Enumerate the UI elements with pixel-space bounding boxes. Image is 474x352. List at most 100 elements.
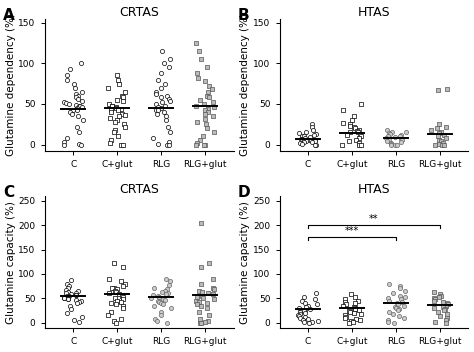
Point [307, 306, 314, 312]
Point [165, 142, 173, 147]
Point [67, 277, 75, 283]
Point [121, 281, 129, 287]
Point [115, 133, 122, 139]
Point [119, 264, 127, 269]
Point [160, 61, 167, 66]
Point [201, 319, 209, 325]
Point [431, 296, 438, 302]
Point [209, 285, 216, 290]
Point [75, 299, 82, 304]
Point [296, 315, 304, 321]
Point [204, 106, 212, 112]
Point [73, 91, 80, 97]
Point [351, 294, 359, 300]
Point [152, 107, 160, 112]
Point [383, 127, 391, 133]
Point [310, 132, 318, 138]
Point [301, 135, 309, 141]
Point [301, 133, 308, 139]
Point [346, 138, 353, 144]
Point [110, 260, 118, 266]
Point [296, 311, 303, 316]
Point [205, 95, 213, 100]
Point [385, 138, 393, 143]
Point [342, 315, 349, 321]
Point [197, 320, 205, 325]
Point [311, 137, 319, 143]
Point [166, 98, 173, 103]
Point [72, 106, 80, 112]
Point [105, 290, 113, 296]
Point [203, 93, 210, 99]
Point [192, 142, 200, 147]
Point [107, 309, 115, 315]
Point [117, 316, 125, 321]
Point [66, 66, 73, 72]
Point [392, 305, 400, 311]
Point [62, 294, 70, 300]
Point [160, 109, 168, 115]
Point [209, 276, 217, 282]
Point [303, 138, 311, 143]
Point [440, 308, 447, 313]
Point [161, 288, 168, 294]
Point [209, 100, 217, 105]
Text: D: D [238, 186, 251, 200]
Point [443, 300, 450, 306]
Point [157, 105, 165, 111]
Point [117, 142, 125, 147]
Point [339, 303, 346, 308]
Point [74, 288, 82, 294]
Point [71, 81, 78, 86]
Point [356, 142, 363, 147]
Point [157, 300, 164, 306]
Point [77, 103, 84, 109]
Point [73, 292, 80, 298]
Point [204, 64, 211, 70]
Point [358, 133, 365, 139]
Point [110, 285, 118, 290]
Point [64, 296, 72, 302]
Point [152, 91, 160, 97]
Point [354, 128, 361, 133]
Point [155, 299, 163, 305]
Point [114, 108, 121, 113]
Point [69, 108, 76, 113]
Point [312, 131, 320, 137]
Point [107, 107, 115, 112]
Point [385, 298, 393, 303]
Point [161, 297, 168, 303]
Point [78, 104, 86, 110]
Point [391, 320, 398, 325]
Point [350, 124, 358, 130]
Point [161, 81, 169, 86]
Point [201, 78, 209, 84]
Point [210, 291, 217, 297]
Point [393, 300, 401, 306]
Point [159, 296, 167, 302]
Point [434, 125, 441, 131]
Point [401, 294, 409, 300]
Point [357, 142, 365, 147]
Point [441, 306, 448, 312]
Point [437, 129, 445, 134]
Point [155, 298, 162, 304]
Point [163, 287, 171, 292]
Point [355, 127, 362, 133]
Point [107, 109, 115, 115]
Point [194, 293, 202, 298]
Text: ***: *** [345, 226, 359, 236]
Point [312, 290, 320, 296]
Point [205, 290, 212, 296]
Point [64, 294, 72, 300]
Point [352, 125, 359, 131]
Point [312, 138, 319, 144]
Point [305, 320, 312, 325]
Point [394, 301, 401, 307]
Point [192, 40, 200, 46]
Point [389, 129, 396, 134]
Point [197, 264, 204, 269]
Title: HTAS: HTAS [358, 183, 390, 196]
Point [384, 317, 392, 323]
Point [197, 281, 205, 287]
